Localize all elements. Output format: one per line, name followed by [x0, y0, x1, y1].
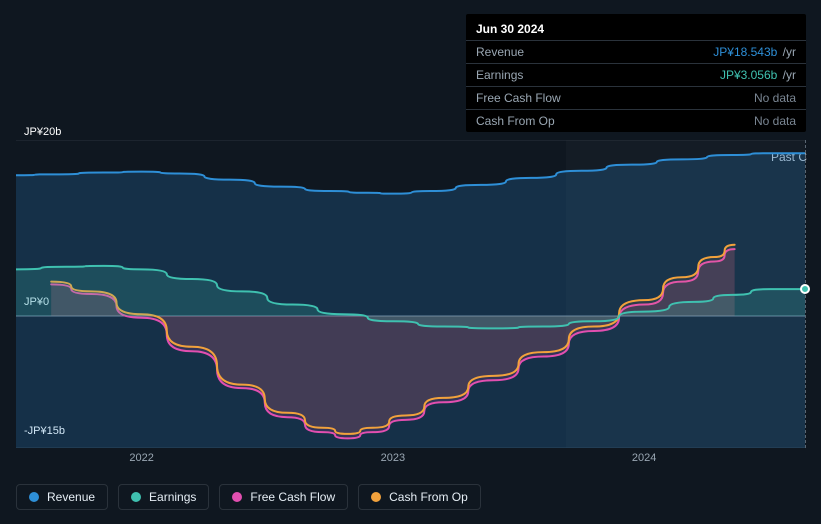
legend-label: Revenue [47, 490, 95, 504]
tooltip-date: Jun 30 2024 [466, 14, 806, 40]
tooltip-row-label: Free Cash Flow [476, 91, 561, 105]
x-axis-label: 2023 [381, 452, 405, 464]
legend-label: Earnings [149, 490, 196, 504]
tooltip-row: Cash From Op No data [466, 109, 806, 132]
legend-label: Cash From Op [389, 490, 468, 504]
legend: Revenue Earnings Free Cash Flow Cash From O… [16, 484, 481, 510]
legend-swatch [29, 492, 39, 502]
legend-label: Free Cash Flow [250, 490, 335, 504]
legend-item[interactable]: Earnings [118, 484, 209, 510]
legend-item[interactable]: Free Cash Flow [219, 484, 348, 510]
tooltip-row-value: JP¥18.543b /yr [713, 45, 796, 59]
tooltip-row-value: JP¥3.056b /yr [720, 68, 796, 82]
tooltip-row: Earnings JP¥3.056b /yr [466, 63, 806, 86]
legend-item[interactable]: Cash From Op [358, 484, 481, 510]
tooltip-row: Revenue JP¥18.543b /yr [466, 40, 806, 63]
x-axis-label: 2024 [632, 452, 656, 464]
tooltip-row-label: Revenue [476, 45, 524, 59]
hover-marker [800, 284, 810, 294]
legend-swatch [232, 492, 242, 502]
tooltip-row-label: Earnings [476, 68, 523, 82]
x-axis-label: 2022 [129, 452, 153, 464]
legend-swatch [371, 492, 381, 502]
tooltip-row: Free Cash Flow No data [466, 86, 806, 109]
tooltip-row-label: Cash From Op [476, 114, 555, 128]
legend-swatch [131, 492, 141, 502]
tooltip-row-value: No data [754, 114, 796, 128]
y-axis-label-top: JP¥20b [24, 126, 61, 138]
legend-item[interactable]: Revenue [16, 484, 108, 510]
tooltip-panel: Jun 30 2024 Revenue JP¥18.543b /yr Earning… [466, 14, 806, 132]
area-chart[interactable] [16, 140, 805, 448]
tooltip-row-value: No data [754, 91, 796, 105]
